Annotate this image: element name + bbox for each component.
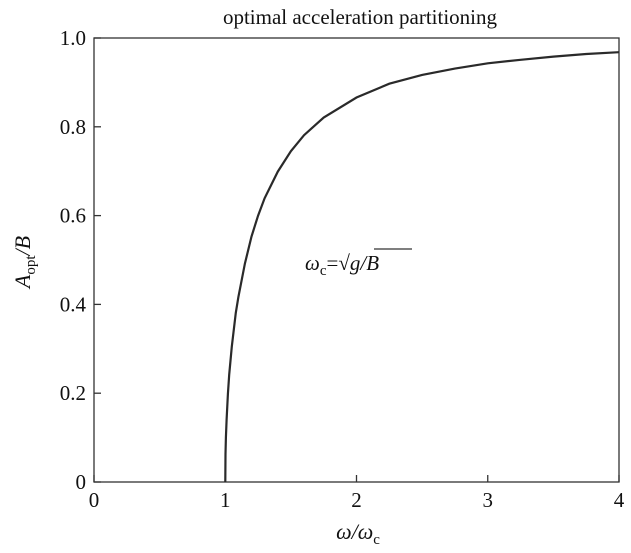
x-tick-label: 3 bbox=[483, 488, 494, 512]
x-tick-label: 4 bbox=[614, 488, 625, 512]
y-tick-label: 0.2 bbox=[60, 381, 86, 405]
x-axis: 0 1 2 3 4 bbox=[89, 475, 625, 512]
y-tick-label: 0 bbox=[76, 470, 87, 494]
annotation-radical: √ bbox=[338, 251, 350, 275]
annotation-radicand: g/B bbox=[350, 251, 379, 275]
x-tick-label: 0 bbox=[89, 488, 100, 512]
y-tick-label: 0.8 bbox=[60, 115, 86, 139]
y-axis-label: Aopt/B bbox=[10, 236, 39, 290]
y-axis-label-post: /B bbox=[10, 236, 35, 258]
x-axis-label: ω/ωc bbox=[336, 519, 380, 548]
series-line bbox=[224, 51, 620, 483]
y-axis-label-pre: A bbox=[10, 274, 35, 290]
x-tick-label: 1 bbox=[220, 488, 231, 512]
y-axis: 0 0.2 0.4 0.6 0.8 1.0 bbox=[60, 26, 101, 494]
annotation-eq: = bbox=[327, 251, 339, 275]
annotation-omega-c: ωc=√g/B bbox=[305, 251, 379, 279]
annotation-lhs-sub: c bbox=[320, 263, 327, 279]
x-axis-label-sub: c bbox=[373, 532, 380, 548]
y-tick-label: 0.6 bbox=[60, 204, 86, 228]
x-axis-label-main: ω/ω bbox=[336, 519, 373, 544]
x-tick-label: 2 bbox=[351, 488, 362, 512]
chart-title: optimal acceleration partitioning bbox=[223, 5, 498, 29]
y-tick-label: 0.4 bbox=[60, 292, 87, 316]
y-axis-label-sub: opt bbox=[23, 255, 39, 275]
y-tick-label: 1.0 bbox=[60, 26, 86, 50]
annotation-lhs: ω bbox=[305, 251, 320, 275]
